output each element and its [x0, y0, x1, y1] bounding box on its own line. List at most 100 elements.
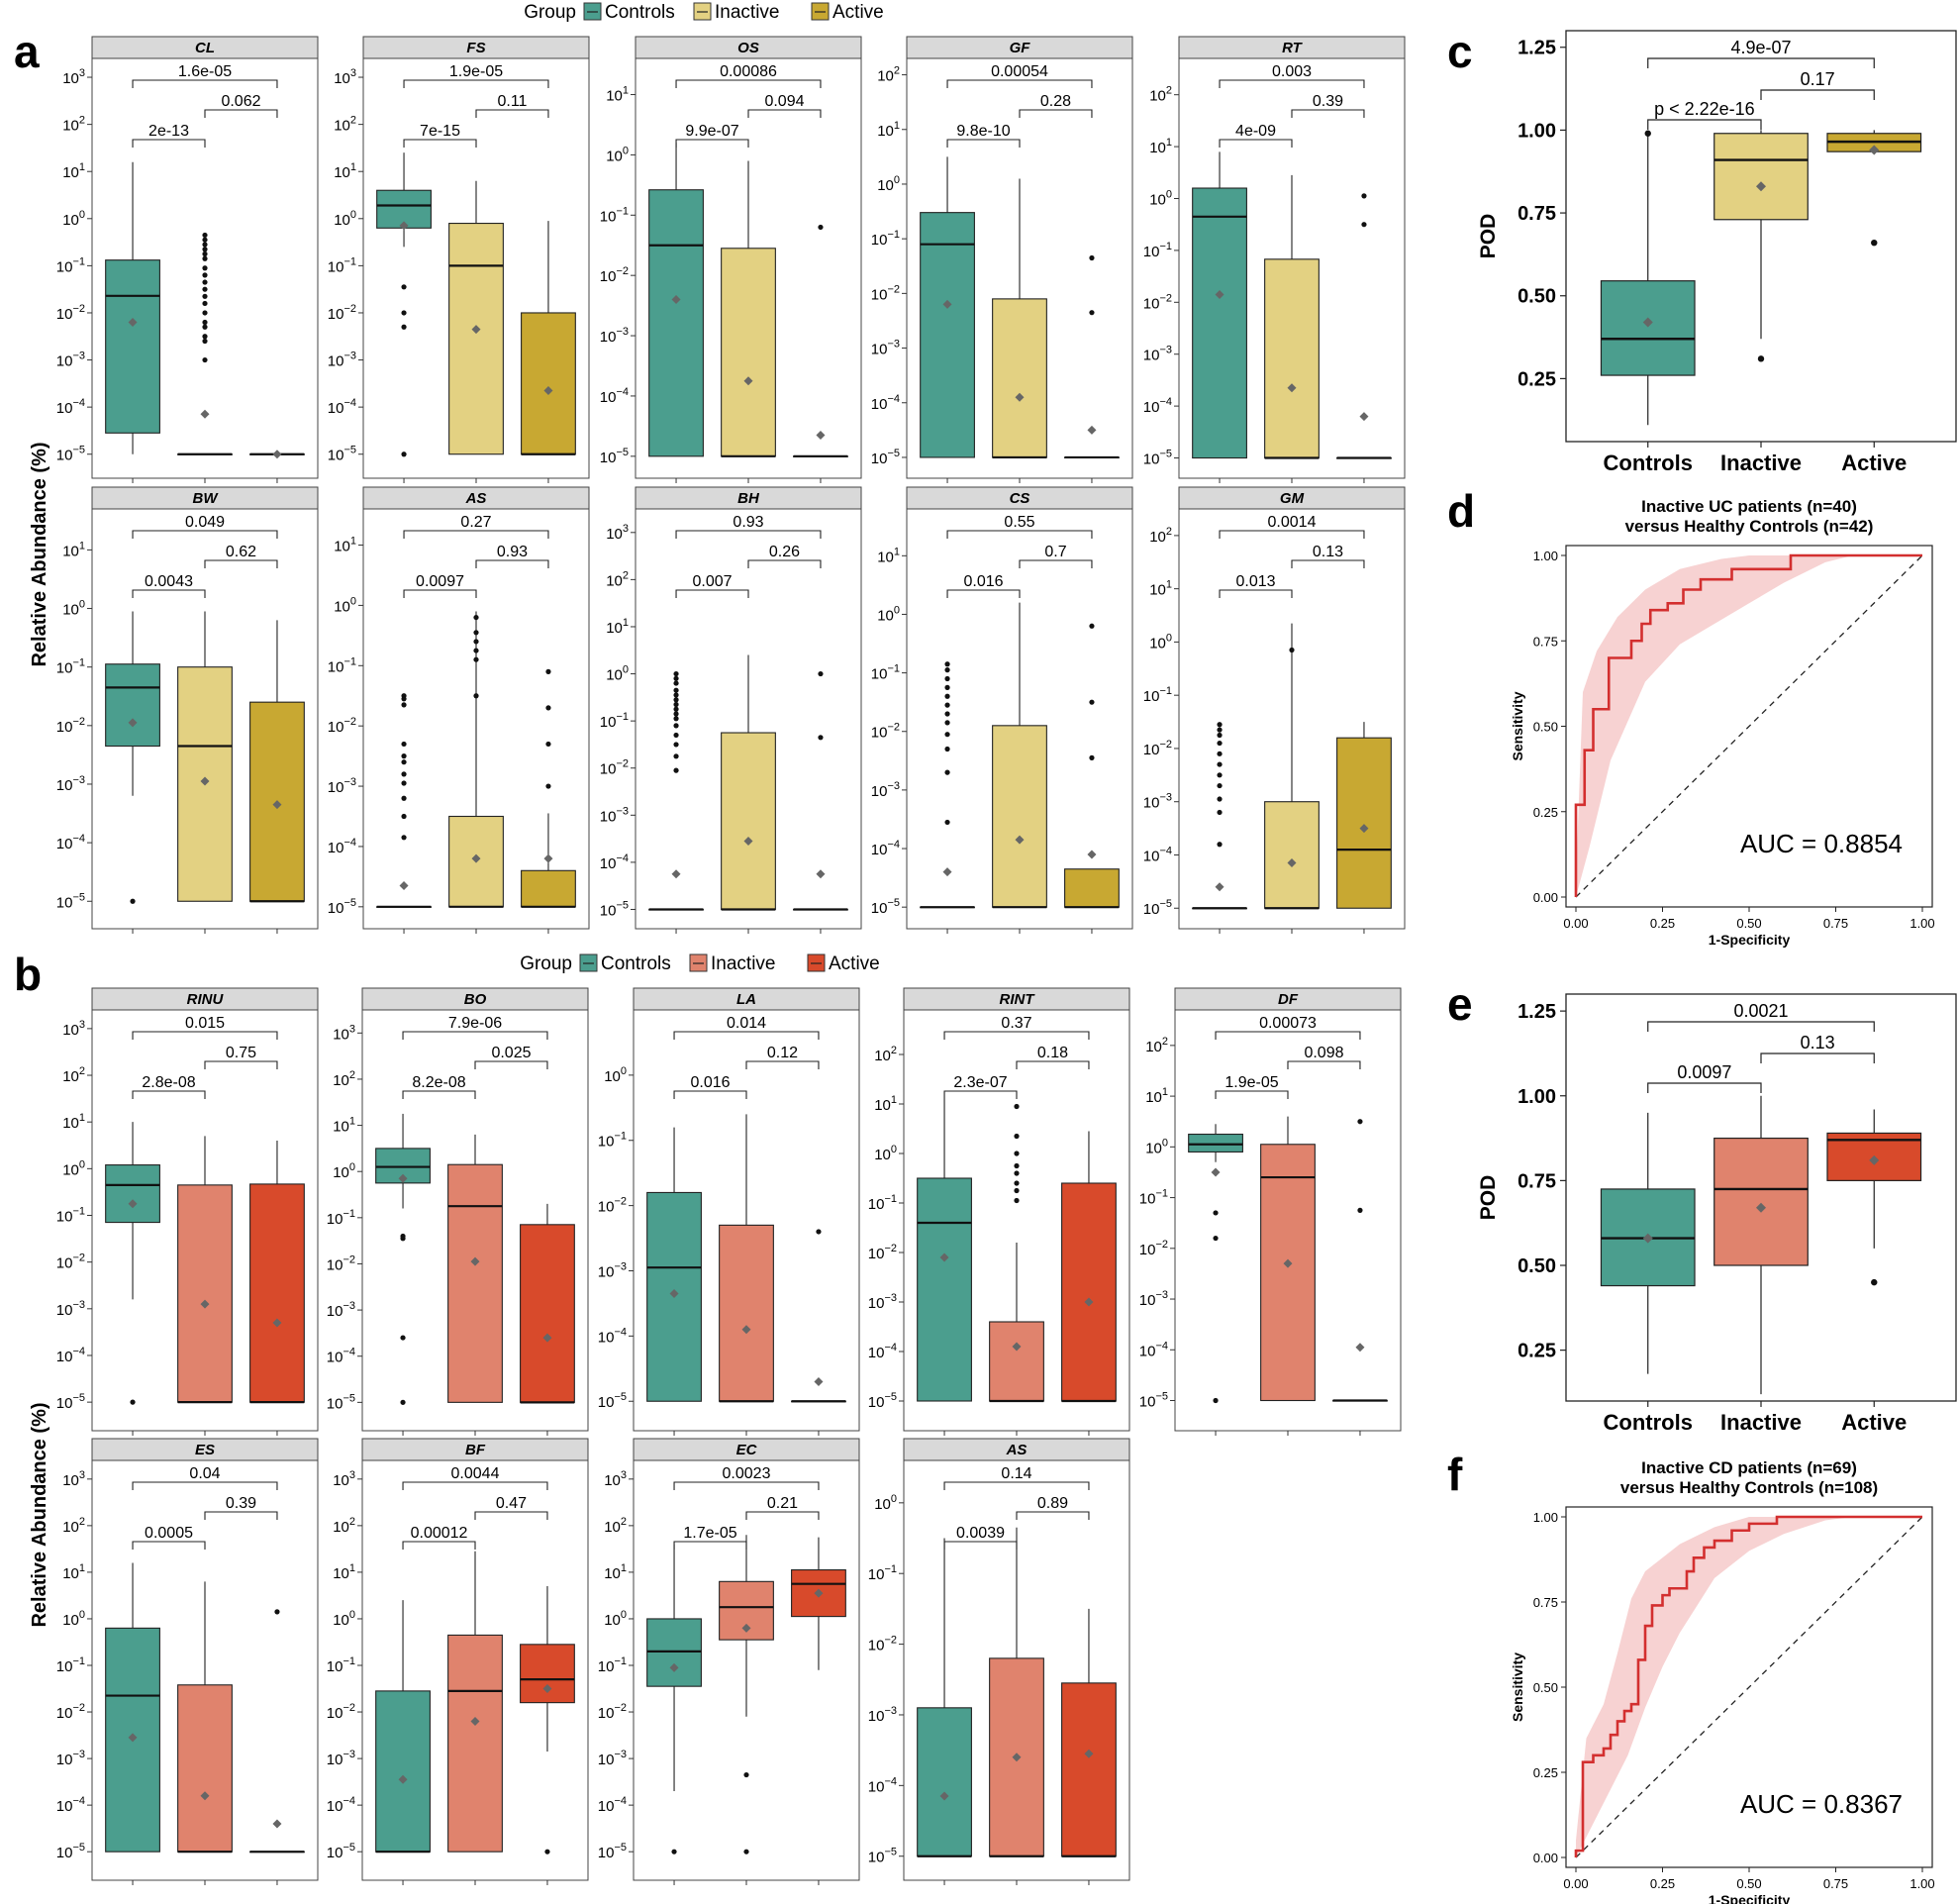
- b-facet-7-ec-ytick-label: 10−5: [598, 1842, 627, 1861]
- a-facet-0-cl-ytick-label: 10−2: [56, 303, 85, 323]
- a-facet-3-gf-outlier-2: [1089, 254, 1095, 261]
- b-facet-3-rint-outlier-1: [1014, 1151, 1020, 1156]
- a-facet-7-bh-pvalue-p12: 0.007: [692, 573, 732, 590]
- a-facet-9-gm-outlier-0: [1217, 727, 1223, 733]
- b-facet-3-rint-mean-0: [939, 1253, 949, 1262]
- a-facet-8-cs-pvalue-p23: 0.7: [1044, 544, 1066, 560]
- a-facet-6-as-mean-0: [399, 881, 409, 891]
- a-facet-6-as-pvalue-p12: 0.0097: [416, 573, 464, 590]
- a-facet-2-os-pvalue-p23: 0.094: [764, 93, 804, 110]
- d-chance-line: [1575, 554, 1923, 898]
- b-facet-8-as-ytick-label: 10−3: [868, 1705, 897, 1725]
- d-xtick-label: 0.25: [1650, 916, 1675, 931]
- a-facet-5-bw-pvalue-p12: 0.0043: [145, 573, 193, 590]
- a-facet-2-os-bracket-p13: [675, 79, 822, 88]
- b-facet-1-bo-bracket-p12: [402, 1090, 476, 1099]
- b-facet-0-rinu-box-0: [105, 1164, 160, 1224]
- a-facet-1-fs-ytick-label: 10−4: [328, 397, 356, 417]
- c-box-0: [1600, 280, 1696, 376]
- a-facet-0-cl-ytick-label: 103: [62, 67, 85, 87]
- a-facet-5-bw-ytick-label: 10−3: [56, 774, 85, 794]
- a-facet-8-cs-bracket-p12: [946, 589, 1021, 598]
- b-facet-1-bo-ytick-label: 10−1: [327, 1208, 355, 1228]
- b-facet-0-rinu-title: RINU: [187, 991, 225, 1008]
- panel-label-b: b: [14, 949, 42, 1000]
- b-facet-1-bo-ytick-label: 10−2: [327, 1253, 355, 1273]
- b-facet-3-rint-bracket-p23: [1016, 1060, 1090, 1069]
- e-mean-2: [1869, 1154, 1880, 1165]
- a-facet-0-cl-ytick-label: 10−5: [56, 445, 85, 464]
- b-facet-8-as-ytick-label: 100: [874, 1493, 897, 1513]
- b-facet-3-rint-ytick-label: 10−5: [868, 1391, 897, 1411]
- a-facet-6-as-outlier-1: [473, 630, 479, 636]
- a-facet-4-rt-bracket-p12: [1219, 139, 1293, 148]
- b-facet-8-as-bracket-p23: [1016, 1511, 1090, 1520]
- a-facet-7-bh-title: BH: [737, 490, 760, 507]
- b-facet-1-bo-outlier-0: [400, 1335, 406, 1341]
- b-facet-0-rinu-bracket-p13: [132, 1031, 278, 1040]
- a-facet-8-cs-outlier-0: [944, 819, 950, 826]
- a-facet-6-as-box-2: [521, 869, 576, 908]
- b-facet-7-ec-outlier-0: [671, 1849, 677, 1854]
- f-xtick-label: 0.25: [1650, 1876, 1675, 1891]
- b-facet-4-df-outlier-2: [1357, 1119, 1363, 1125]
- a-facet-4-rt-mean-2: [1359, 412, 1369, 422]
- b-facet-6-bf-box-2: [520, 1644, 575, 1704]
- b-facet-0-rinu-box-2: [249, 1183, 305, 1403]
- a-facet-0-cl-outlier-1: [202, 265, 208, 271]
- a-facet-7-bh-ytick-label: 102: [606, 569, 629, 589]
- a-facet-5-bw-pvalue-p23: 0.62: [226, 544, 256, 560]
- a-facet-4-rt-outlier-2: [1361, 193, 1367, 199]
- a-facet-5-bw-bracket-p12: [132, 589, 206, 598]
- b-facet-6-bf-box-1: [447, 1634, 503, 1853]
- f-ytick-label: 1.00: [1533, 1510, 1558, 1525]
- a-facet-0-cl-outlier-1: [202, 293, 208, 299]
- a-facet-7-bh-outlier-0: [673, 742, 679, 748]
- b-facet-6-bf-bracket-p13: [402, 1481, 548, 1490]
- b-facet-4-df-mean-1: [1283, 1258, 1293, 1268]
- a-facet-0-cl-outlier-1: [202, 286, 208, 292]
- a-facet-4-rt-bracket-p13: [1219, 79, 1365, 88]
- panel-label-a: a: [14, 26, 40, 77]
- b-facet-3-rint-ytick-label: 102: [874, 1045, 897, 1064]
- d-ytick-label: 0.50: [1533, 720, 1558, 735]
- a-facet-8-cs-pvalue-p12: 0.016: [963, 573, 1003, 590]
- a-facet-3-gf-bracket-p13: [946, 79, 1093, 88]
- b-facet-5-es-title: ES: [195, 1442, 215, 1458]
- a-facet-1-fs-pvalue-p23: 0.11: [498, 93, 528, 110]
- b-facet-4-df-ytick-label: 102: [1145, 1036, 1168, 1055]
- a-facet-2-os-ytick-label: 10−4: [600, 386, 629, 406]
- b-facet-7-ec-mean-2: [814, 1588, 824, 1598]
- b-facet-8-as-ytick-label: 10−5: [868, 1847, 897, 1866]
- a-facet-6-as-outlier-0: [401, 835, 407, 841]
- b-facet-2-la-bracket-p12: [673, 1090, 747, 1099]
- a-facet-6-as-outlier-0: [401, 696, 407, 702]
- b-facet-1-bo-pvalue-p12: 8.2e-08: [412, 1074, 465, 1091]
- a-facet-4-rt-pvalue-p12: 4e-09: [1235, 123, 1276, 140]
- c-ytick-label: 1.00: [1517, 120, 1556, 142]
- a-facet-8-cs-outlier-0: [944, 720, 950, 726]
- a-facet-8-cs-outlier-0: [944, 675, 950, 682]
- b-facet-7-ec-ytick-label: 101: [604, 1562, 627, 1582]
- a-facet-6-as-mean-1: [471, 853, 481, 863]
- b-facet-8-as-mean-0: [939, 1791, 949, 1801]
- a-facet-8-cs-outlier-0: [944, 661, 950, 667]
- e-xtick-label-1: Inactive: [1720, 1410, 1802, 1435]
- b-facet-3-rint-box-2: [1061, 1182, 1117, 1402]
- e-ytick-label: 0.50: [1517, 1255, 1556, 1277]
- b-facet-6-bf-title: BF: [465, 1442, 486, 1458]
- a-facet-1-fs-outlier-0: [401, 324, 407, 330]
- a-facet-6-as-ytick-label: 101: [334, 536, 356, 555]
- b-facet-1-bo-title: BO: [464, 991, 487, 1008]
- a-facet-2-os-mean-0: [671, 295, 681, 305]
- a-facet-6-as-ytick-label: 10−5: [328, 897, 356, 917]
- a-facet-0-cl-outlier-1: [202, 300, 208, 307]
- b-facet-7-ec-outlier-1: [743, 1771, 749, 1778]
- a-facet-9-gm-outlier-0: [1217, 772, 1223, 778]
- a-facet-1-fs-bracket-p23: [475, 109, 549, 118]
- f-chance-line: [1575, 1516, 1923, 1858]
- panel-label-d: d: [1447, 485, 1475, 537]
- b-facet-4-df-ytick-label: 10−4: [1139, 1340, 1168, 1359]
- b-facet-3-rint-bracket-p12: [943, 1090, 1018, 1099]
- b-facet-3-rint-ytick-label: 101: [874, 1094, 897, 1114]
